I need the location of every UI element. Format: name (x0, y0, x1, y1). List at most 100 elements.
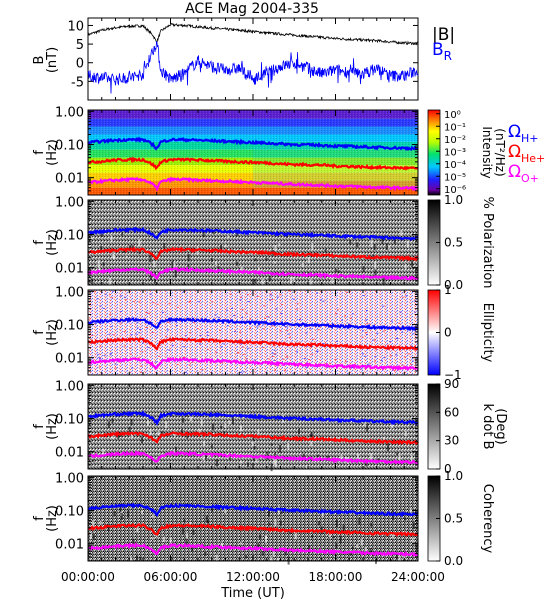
spectrogram-speck (88, 244, 91, 249)
spectrogram-speck (335, 519, 338, 528)
spectrogram-speck (383, 330, 385, 332)
panel-ellipticity-ylabel-f: f (32, 330, 47, 335)
panel-mag-ylabel-line2: (nT) (45, 47, 60, 73)
spectrogram-speck (279, 520, 282, 526)
spectrogram-speck (284, 549, 287, 556)
spectrogram-speck (148, 312, 150, 314)
spectrogram-speck (249, 318, 252, 320)
spectrogram-speck (349, 317, 352, 319)
colorbar-tick-label: 0.0 (444, 278, 463, 292)
spectrogram-speck (398, 555, 401, 564)
spectrogram-speck (189, 522, 192, 525)
spectrogram-speck (256, 295, 259, 297)
panel-kdotb-ylabel-f: f (32, 424, 47, 429)
spectrogram-speck (310, 432, 313, 437)
spectrogram-speck (123, 296, 126, 298)
spectrogram-speck (365, 461, 368, 467)
spectrogram-speck (286, 326, 289, 328)
spectrogram-speck (220, 425, 223, 429)
spectrogram-speck (91, 278, 94, 284)
spectrogram-speck (210, 257, 213, 262)
spectrogram-speck (271, 356, 274, 357)
panel-coherency-ylabel-unit: (Hz) (45, 505, 60, 532)
spectrogram-speck (166, 329, 169, 331)
spectrogram-speck (174, 269, 177, 278)
spectrogram-speck (383, 357, 386, 359)
spectrogram-speck (94, 323, 97, 325)
spectrogram-speck (404, 264, 407, 269)
spectrogram-speck (188, 301, 191, 303)
panel-mag-series (87, 23, 419, 94)
ytick-label: 0.10 (55, 505, 84, 520)
spectrogram-speck (107, 421, 110, 428)
spectrogram-speck (373, 244, 376, 251)
spectrogram-speck (204, 552, 207, 556)
spectrogram-speck (283, 369, 286, 371)
spectrogram-speck (411, 345, 413, 347)
spectrogram-speck (365, 332, 368, 333)
panel-ellipticity-ylabel-unit: (Hz) (45, 319, 60, 346)
spectrogram-speck (158, 355, 160, 357)
spectrogram-speck (253, 457, 256, 461)
panel-coherency-ylabel-f: f (32, 516, 47, 521)
spectrogram-speck (205, 455, 207, 460)
spectrogram-speck (247, 294, 249, 296)
spectrogram-speck (241, 309, 244, 311)
colorbar-tick-label: 0.5 (444, 236, 463, 250)
spectrogram-speck (198, 428, 201, 434)
spectrogram-speck (319, 299, 322, 301)
spectrogram-speck (398, 454, 401, 461)
spectrogram-speck (392, 514, 395, 521)
spectrogram-speck (292, 298, 295, 300)
spectrogram-speck (88, 318, 91, 320)
spectrogram-speck (153, 260, 156, 268)
spectrogram-speck (410, 454, 413, 462)
spectrogram-speck (340, 319, 343, 321)
spectrogram-speck (228, 420, 231, 425)
spectrogram-speck (358, 517, 361, 525)
spectrogram-speck (245, 555, 248, 559)
spectrogram-speck (217, 266, 220, 271)
spectrogram-speck (236, 352, 239, 354)
spectrogram-speck (188, 332, 191, 334)
spectrogram-speck (140, 365, 143, 367)
spectrogram-speck (242, 371, 245, 373)
spectrogram-speck (403, 356, 406, 358)
spectrogram-speck (156, 303, 159, 305)
spectrogram-speck (400, 230, 403, 236)
spectrogram-speck (136, 525, 139, 533)
spectrogram-speck (345, 291, 348, 293)
panel-kdotb-ylabel-unit: (Hz) (45, 413, 60, 440)
spectrogram-speck (199, 335, 202, 337)
spectrogram-speck (149, 429, 152, 435)
spectrogram-speck (168, 303, 171, 305)
spectrogram-speck (130, 419, 133, 426)
spectrogram-speck (273, 457, 276, 465)
spectrogram-speck (279, 330, 282, 332)
spectrogram-speck (401, 364, 404, 366)
spectrogram-speck (274, 452, 277, 455)
panel-polarization-ylabel-unit: (Hz) (45, 229, 60, 256)
spectrogram-speck (100, 233, 103, 237)
spectrogram-speck (112, 334, 115, 336)
colorbar-tick-label: 10⁻¹ (444, 122, 466, 133)
spectrogram-speck (382, 277, 385, 285)
spectrogram-speck (170, 557, 173, 560)
gyro-curve-he-plus (87, 156, 419, 171)
gyro-curve-o-plus (87, 266, 419, 281)
spectrogram-speck (131, 434, 133, 438)
spectrogram-speck (365, 310, 368, 311)
spectrogram-speck (310, 441, 313, 446)
spectrogram-speck (393, 237, 396, 244)
spectrogram-speck (181, 429, 183, 435)
spectrogram-speck (99, 345, 102, 347)
spectrogram-speck (265, 536, 268, 539)
spectrogram-speck (97, 357, 100, 359)
spectrogram-speck (240, 425, 242, 432)
spectrogram-speck (131, 245, 134, 250)
legend-b-magnitude: |B| (432, 25, 455, 45)
panel-ellipticity-colorbar-label: Ellipticity (480, 303, 495, 363)
spectrogram-speck (253, 359, 256, 361)
spectrogram-speck (97, 353, 100, 355)
spectrogram-speck (391, 509, 394, 513)
